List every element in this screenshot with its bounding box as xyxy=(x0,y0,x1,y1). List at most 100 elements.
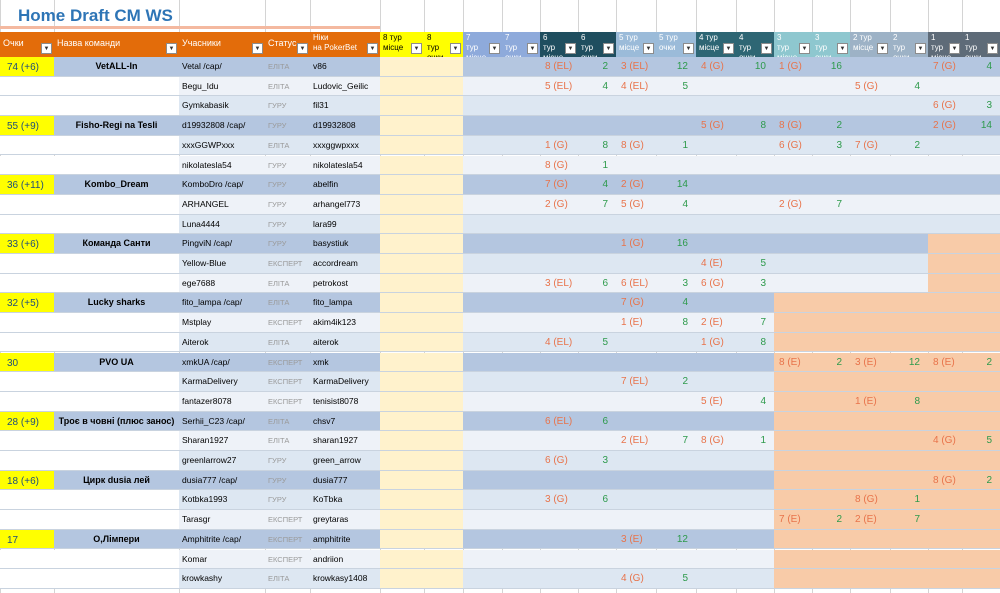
round-place xyxy=(540,510,578,529)
round-score xyxy=(656,451,696,470)
round-score: 8 xyxy=(682,317,688,329)
round-place xyxy=(850,116,890,135)
filter-dropdown-icon[interactable]: ▼ xyxy=(837,43,848,54)
round-place xyxy=(928,136,962,155)
round-place xyxy=(928,490,962,510)
member-name: Amphitrite /cap/ xyxy=(182,533,242,544)
filter-dropdown-icon[interactable]: ▼ xyxy=(41,43,52,54)
round-score xyxy=(890,195,928,214)
round-score xyxy=(812,313,850,332)
header-r8p-text-1: місце xyxy=(383,43,404,52)
round-place xyxy=(774,569,812,588)
filter-dropdown-icon[interactable]: ▼ xyxy=(297,43,308,54)
pokerbet-nick: amphitrite xyxy=(313,533,351,544)
filter-dropdown-icon[interactable]: ▼ xyxy=(877,43,888,54)
round-place xyxy=(774,411,812,431)
table-row: Yellow-Blue ЕКСПЕРТ accordream 4 (E) 5 xyxy=(0,254,1000,274)
round-place xyxy=(774,293,812,313)
filter-dropdown-icon[interactable]: ▼ xyxy=(367,43,378,54)
table-row: xxxGGWPxxx ЕЛІТА xxxggwpxxx 1 (G) 8 8 (G) 1 6 (… xyxy=(0,135,1000,156)
filter-dropdown-icon[interactable]: ▼ xyxy=(723,43,734,54)
header-r2p[interactable]: 2 тур місце ▼ xyxy=(850,32,890,57)
round-score: 4 xyxy=(760,395,766,407)
round-place xyxy=(850,215,890,234)
filter-dropdown-icon[interactable]: ▼ xyxy=(450,43,461,54)
team-name: Команда Санти xyxy=(82,238,151,249)
round-place xyxy=(774,391,812,411)
points-bonus: (+11) xyxy=(18,180,44,192)
round-score xyxy=(812,470,850,490)
round-score xyxy=(578,569,616,588)
header-status[interactable]: Статус ▼ xyxy=(265,32,310,57)
member-status: ЕЛІТА xyxy=(268,416,290,426)
round-place: 8 (G) xyxy=(779,120,802,132)
header-ochki[interactable]: Очки ▼ xyxy=(0,32,54,57)
filter-dropdown-icon[interactable]: ▼ xyxy=(643,43,654,54)
filter-dropdown-icon[interactable]: ▼ xyxy=(411,43,422,54)
filter-dropdown-icon[interactable]: ▼ xyxy=(915,43,926,54)
filter-dropdown-icon[interactable]: ▼ xyxy=(987,43,998,54)
pokerbet-nick: andriion xyxy=(313,553,344,564)
round-place xyxy=(774,77,812,96)
member-status: ГУРУ xyxy=(268,199,287,209)
round-place xyxy=(463,412,502,431)
filter-dropdown-icon[interactable]: ▼ xyxy=(683,43,694,54)
round-place xyxy=(540,372,578,391)
header-r8p[interactable]: 8 тур місце ▼ xyxy=(380,32,424,57)
round-score xyxy=(812,569,850,588)
round-place: 8 (G) xyxy=(928,470,962,490)
points-value: 55 xyxy=(7,121,19,133)
round-score xyxy=(962,332,1000,352)
pokerbet-nick: v86 xyxy=(313,61,327,71)
pokerbet-nick: nikolatesla54 xyxy=(313,159,363,170)
pokerbet-nick: dusia777 xyxy=(313,474,348,485)
round-place xyxy=(380,234,424,253)
round-place xyxy=(540,471,578,490)
team-points-empty xyxy=(0,431,54,450)
team-name: VetALL-In xyxy=(95,61,138,71)
round-score xyxy=(962,529,1000,549)
member-status: ЕКСПЕРТ xyxy=(268,554,303,564)
round-score xyxy=(502,234,540,253)
table-row: 55 (+9) Fisho-Regi na Tesli d19932808 /cap… xyxy=(0,116,1000,136)
header-team[interactable]: Назва команди ▼ xyxy=(54,32,179,57)
filter-dropdown-icon[interactable]: ▼ xyxy=(565,43,576,54)
filter-dropdown-icon[interactable]: ▼ xyxy=(527,43,538,54)
round-score xyxy=(962,175,1000,194)
header-r4p[interactable]: 4 тур місце ▼ xyxy=(696,32,736,57)
round-place xyxy=(463,175,502,194)
round-place xyxy=(463,215,502,234)
round-score xyxy=(424,332,463,352)
round-score xyxy=(962,234,1000,253)
filter-dropdown-icon[interactable]: ▼ xyxy=(603,43,614,54)
filter-dropdown-icon[interactable]: ▼ xyxy=(949,43,960,54)
filter-dropdown-icon[interactable]: ▼ xyxy=(761,43,772,54)
round-place xyxy=(696,490,736,509)
header-r5s[interactable]: 5 тур очки ▼ xyxy=(656,32,696,57)
round-place xyxy=(380,332,424,352)
filter-dropdown-icon[interactable]: ▼ xyxy=(252,43,263,54)
header-r5p-text-0: 5 тур xyxy=(619,33,638,42)
round-place xyxy=(850,254,890,273)
filter-dropdown-icon[interactable]: ▼ xyxy=(799,43,810,54)
header-nick[interactable]: Ніки на PokerBet ▼ xyxy=(310,32,380,57)
round-score xyxy=(890,175,928,194)
header-r5p[interactable]: 5 тур місце ▼ xyxy=(616,32,656,57)
round-place xyxy=(463,274,502,293)
team-points-empty xyxy=(0,391,54,411)
header-members[interactable]: Учасники ▼ xyxy=(179,32,265,57)
filter-dropdown-icon[interactable]: ▼ xyxy=(489,43,500,54)
pokerbet-nick: chsv7 xyxy=(313,415,336,426)
filter-dropdown-icon[interactable]: ▼ xyxy=(166,43,177,54)
